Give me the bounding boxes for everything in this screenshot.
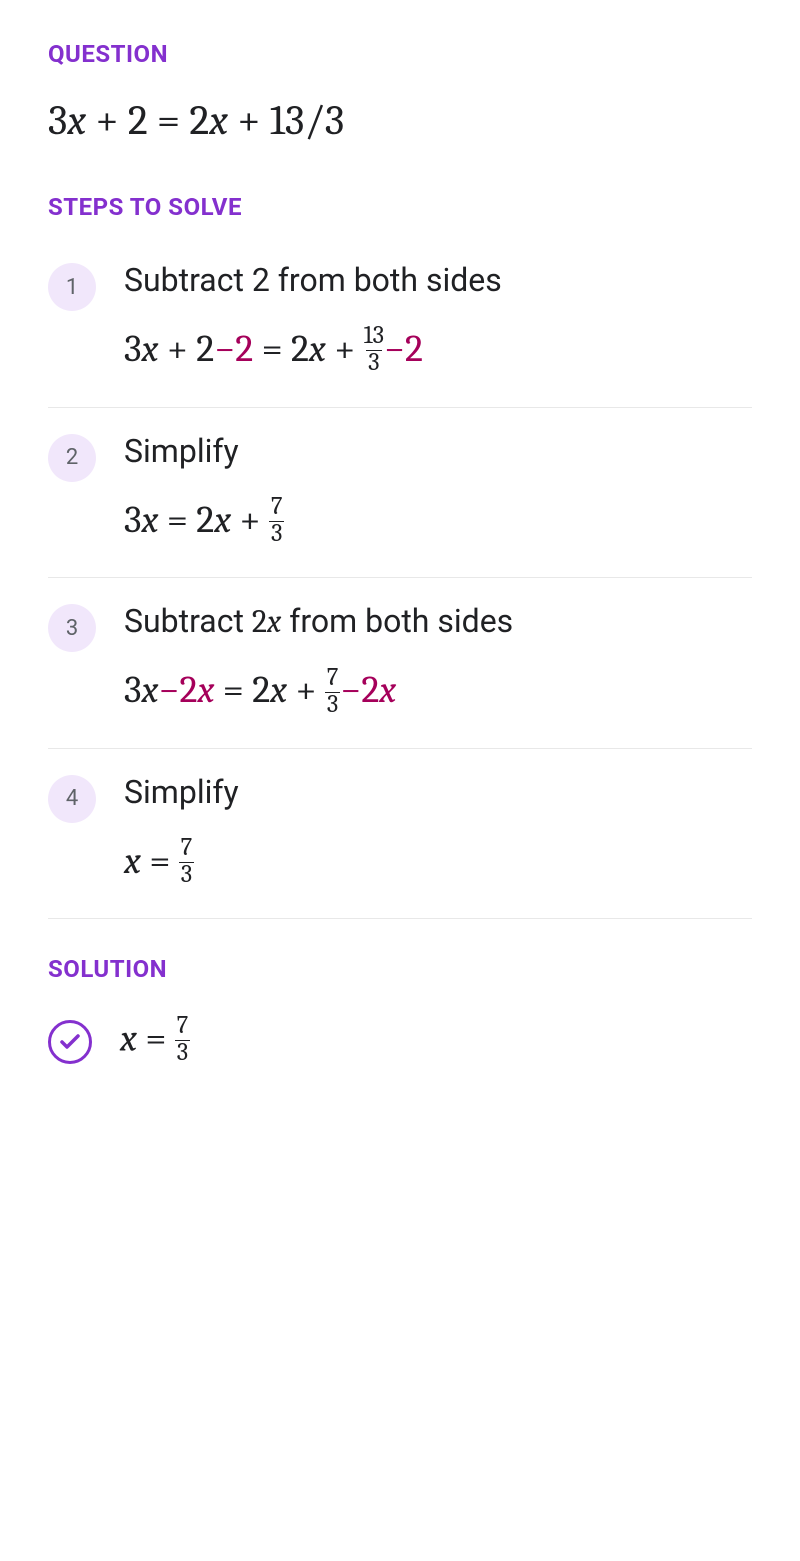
steps-label: STEPS TO SOLVE — [48, 193, 752, 221]
step-number-badge: 1 — [48, 263, 96, 311]
step-number-badge: 4 — [48, 775, 96, 823]
step-math: x = 73 — [124, 835, 752, 891]
solution-math: x = 73 — [120, 1015, 190, 1068]
step-title: Subtract 2 from both sides — [124, 261, 752, 299]
step-row: 3 Subtract 2x from both sides 3x−2x = 2x +… — [48, 578, 752, 749]
step-math: 3x = 2x + 73 — [124, 494, 752, 550]
question-label: QUESTION — [48, 40, 752, 68]
step-title: Subtract 2x from both sides — [124, 602, 752, 640]
step-number-badge: 2 — [48, 434, 96, 482]
check-icon — [48, 1020, 92, 1064]
step-row: 2 Simplify 3x = 2x + 73 — [48, 408, 752, 579]
step-body: Simplify 3x = 2x + 73 — [124, 432, 752, 550]
step-body: Simplify x = 73 — [124, 773, 752, 891]
solution-section: SOLUTION x = 73 — [48, 919, 752, 1068]
question-math: 3x + 2 = 2x + 13/3 — [48, 96, 752, 145]
step-number-badge: 3 — [48, 604, 96, 652]
step-body: Subtract 2 from both sides 3x + 2−2 = 2x … — [124, 261, 752, 379]
steps-list: 1 Subtract 2 from both sides 3x + 2−2 = 2x… — [48, 253, 752, 919]
step-math: 3x + 2−2 = 2x + 133−2 — [124, 323, 752, 379]
step-body: Subtract 2x from both sides 3x−2x = 2x + … — [124, 602, 752, 720]
solution-label: SOLUTION — [48, 955, 752, 983]
step-title: Simplify — [124, 773, 752, 811]
step-math: 3x−2x = 2x + 73−2x — [124, 664, 752, 720]
step-row: 4 Simplify x = 73 — [48, 749, 752, 920]
solution-row: x = 73 — [48, 1015, 752, 1068]
step-row: 1 Subtract 2 from both sides 3x + 2−2 = 2x… — [48, 253, 752, 408]
page-container: QUESTION 3x + 2 = 2x + 13/3 STEPS TO SOL… — [0, 0, 800, 1108]
step-title: Simplify — [124, 432, 752, 470]
